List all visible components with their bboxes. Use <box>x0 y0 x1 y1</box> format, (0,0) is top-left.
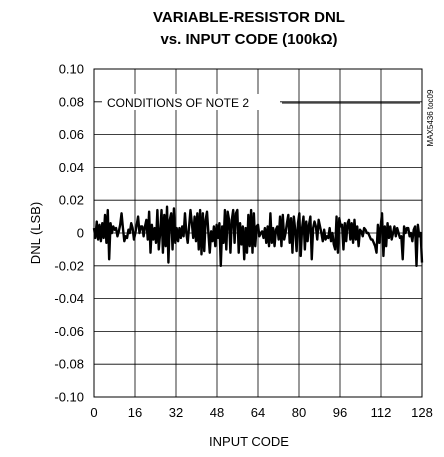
y-tick-label: -0.04 <box>54 291 84 306</box>
x-tick-label: 32 <box>169 405 183 420</box>
x-tick-label: 48 <box>210 405 224 420</box>
y-tick-label: 0 <box>77 226 84 241</box>
side-label: MAX5436 toc09 <box>426 89 435 146</box>
y-tick-label: -0.08 <box>54 357 84 372</box>
y-tick-label: 0.10 <box>59 62 84 77</box>
y-tick-label: -0.10 <box>54 390 84 405</box>
y-tick-labels: 0.10 0.08 0.06 0.04 0.02 0 -0.02 -0.04 -0.06 -0.0… <box>54 62 84 405</box>
chart-title-line-2: vs. INPUT CODE (100kΩ) <box>160 31 337 48</box>
y-tick-label: 0.08 <box>59 94 84 109</box>
dnl-series-line <box>92 205 424 267</box>
annotation-background <box>102 94 280 110</box>
x-tick-label: 112 <box>371 405 392 420</box>
y-tick-label: 0.02 <box>59 193 84 208</box>
x-tick-label: 128 <box>411 405 433 420</box>
x-tick-label: 16 <box>128 405 142 420</box>
chart-title-line-1: VARIABLE-RESISTOR DNL <box>153 9 345 26</box>
x-tick-label: 96 <box>333 405 347 420</box>
x-tick-label: 80 <box>292 405 306 420</box>
x-axis-label: INPUT CODE <box>209 434 289 449</box>
x-tick-label: 0 <box>90 405 97 420</box>
y-tick-label: 0.04 <box>59 160 84 175</box>
x-tick-labels: 0 16 32 48 64 80 96 112 128 <box>90 405 432 420</box>
y-tick-label: -0.06 <box>54 324 84 339</box>
y-tick-label: 0.06 <box>59 127 84 142</box>
annotation-conditions: CONDITIONS OF NOTE 2 <box>107 96 249 110</box>
y-tick-label: -0.02 <box>54 258 84 273</box>
y-axis-label: DNL (LSB) <box>28 202 43 264</box>
x-tick-label: 64 <box>251 405 265 420</box>
